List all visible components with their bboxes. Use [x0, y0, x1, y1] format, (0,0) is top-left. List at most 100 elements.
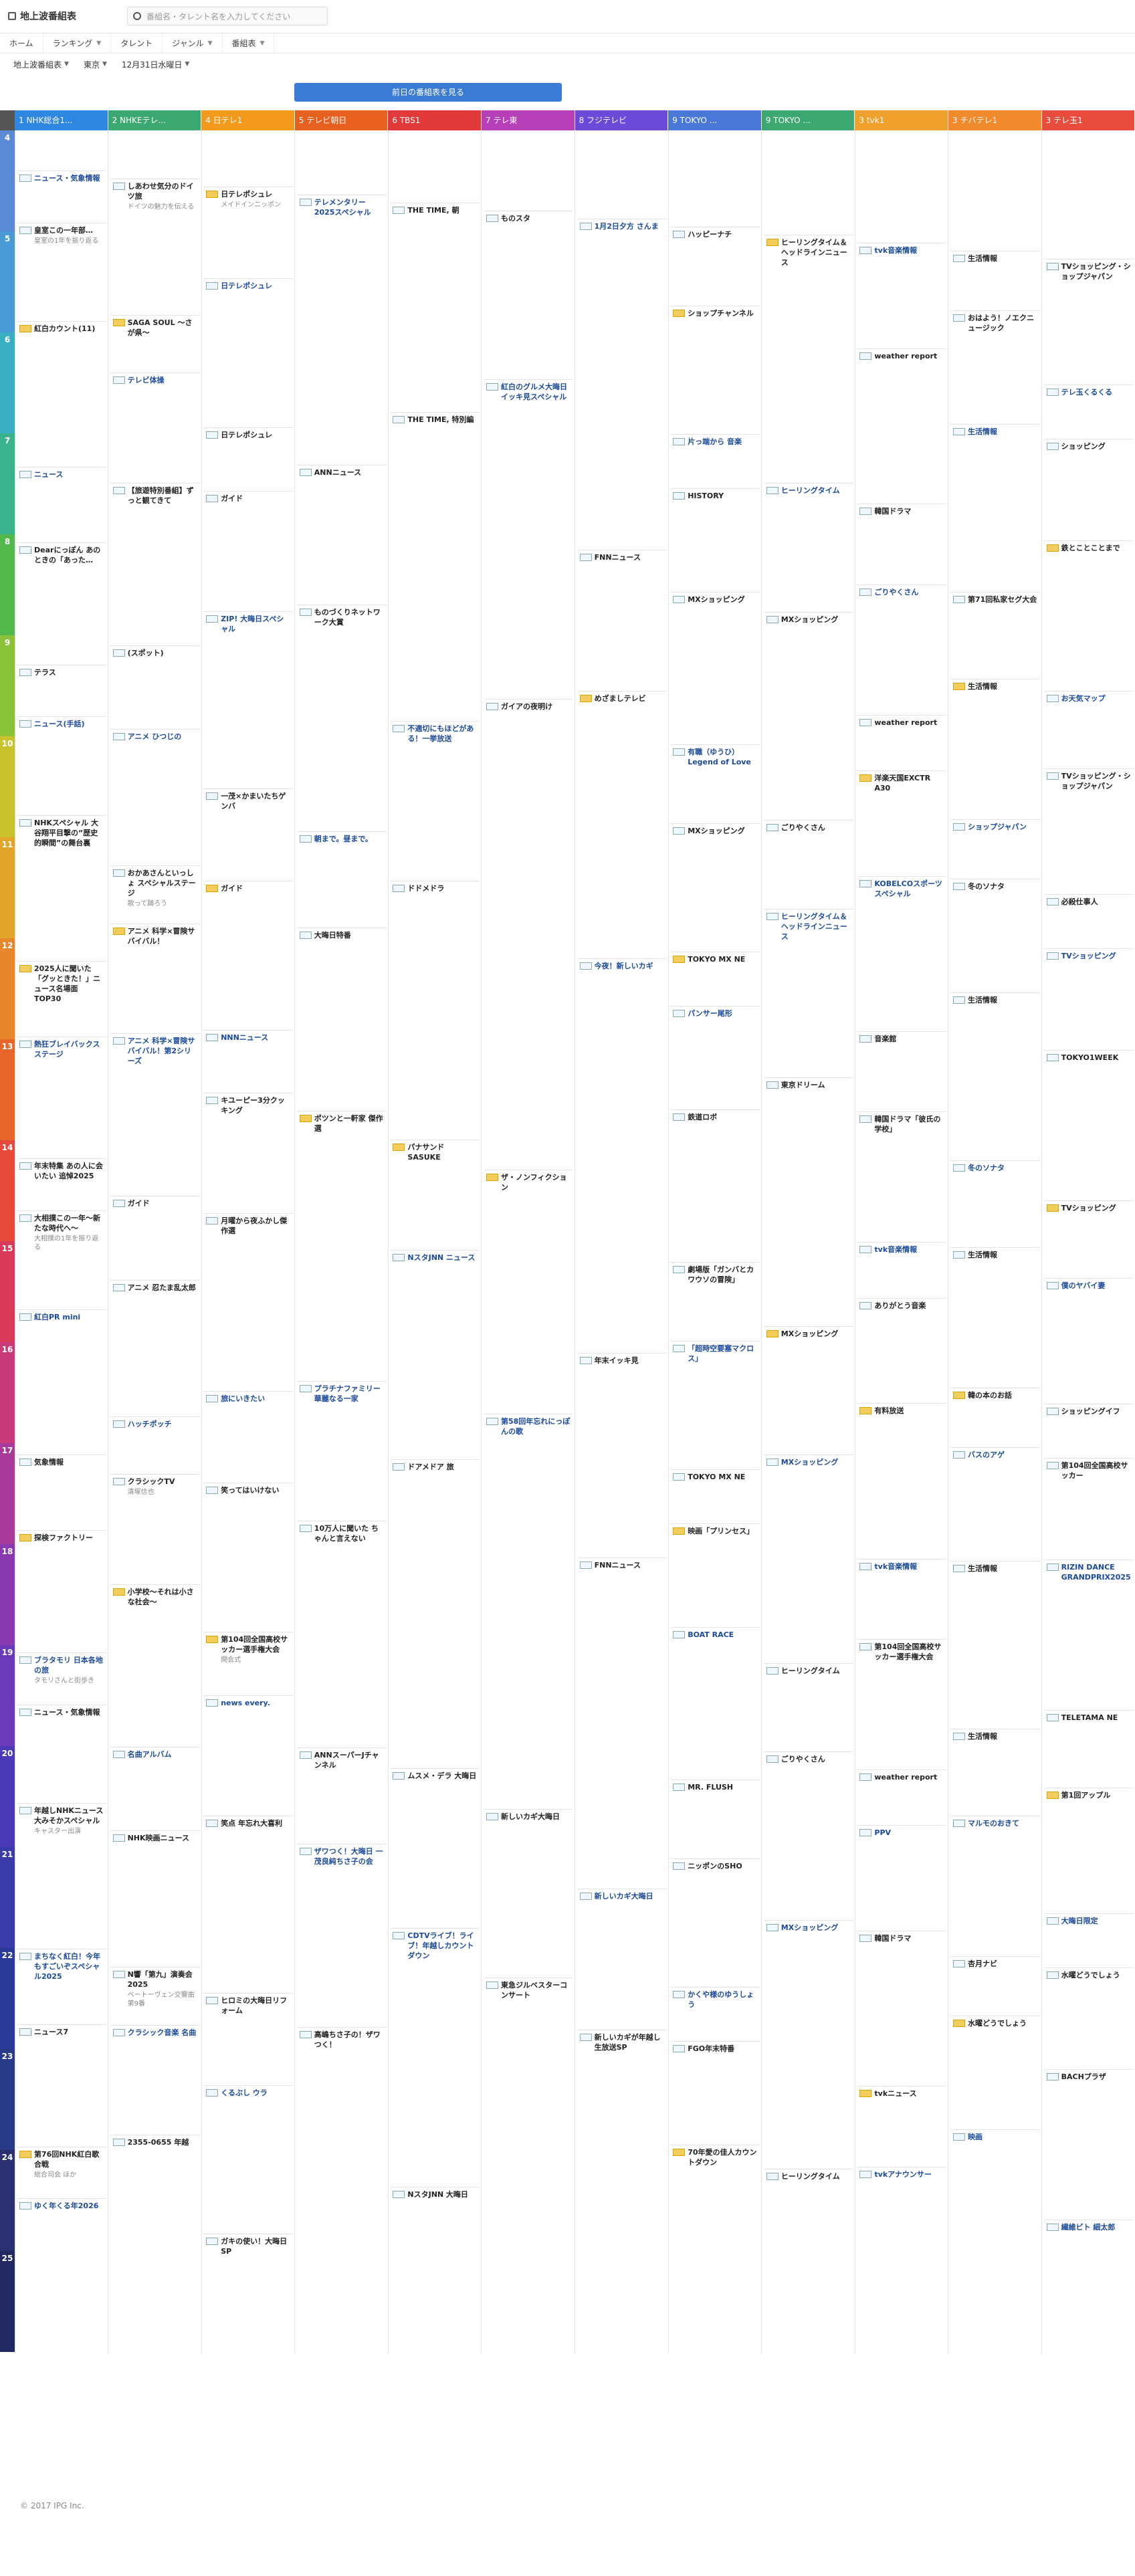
program-cell[interactable]: 新しいカギ大晦日	[484, 1809, 573, 1977]
program-cell[interactable]: ゆく年くる年2026	[17, 2198, 106, 2297]
program-cell[interactable]: ドドメドラ	[390, 880, 480, 1140]
program-cell[interactable]: 笑ってはいけない	[203, 1483, 294, 1632]
program-cell[interactable]: 月曜から夜ふかし傑作選	[203, 1213, 294, 1390]
program-cell[interactable]: ヒーリングタイム＆ヘッドラインニュース	[763, 235, 853, 483]
program-cell[interactable]: 大晦日限定	[1043, 1913, 1134, 1967]
program-cell[interactable]: HISTORY	[670, 488, 760, 592]
program-cell[interactable]: 紅白カウント(11)	[17, 321, 106, 467]
program-cell[interactable]: ものづくりネットワーク大賞	[296, 604, 387, 831]
program-cell[interactable]: お天気マップ	[1043, 690, 1134, 768]
site-logo[interactable]: 地上波番組表	[8, 9, 76, 23]
program-cell[interactable]: tvkニュース	[857, 2086, 947, 2166]
program-cell[interactable]: 生活情報	[950, 678, 1040, 819]
program-cell[interactable]: (スポット)	[110, 645, 200, 730]
program-cell[interactable]: 韓国ドラマ	[857, 1931, 947, 2086]
program-cell[interactable]: かくや様のゆうしょう	[670, 1986, 760, 2041]
nav-item[interactable]: 番組表 ▼	[223, 33, 275, 53]
program-cell[interactable]: BACHプラザ	[1043, 2069, 1134, 2220]
program-cell[interactable]: 有職（ゆうひ）Legend of Love	[670, 744, 760, 823]
program-cell[interactable]: 水曜どうでしょう	[950, 2016, 1040, 2129]
program-cell[interactable]: weather report	[857, 348, 947, 504]
program-cell[interactable]: 気象情報	[17, 1455, 106, 1530]
program-cell[interactable]: THE TIME, 朝	[390, 203, 480, 412]
program-cell[interactable]: 年末特集 あの人に会いたい 追悼2025	[17, 1158, 106, 1210]
program-cell[interactable]: プラチナファミリー 華麗なる一家	[296, 1380, 387, 1521]
program-cell[interactable]: 紅白のグルメ大晦日イッキ見スペシャル	[484, 379, 573, 699]
program-cell[interactable]: くるぶし ウラ	[203, 2084, 294, 2234]
program-cell[interactable]: 年越しNHKニュース大みそかスペシャル キャスター出演	[17, 1803, 106, 1949]
nav-item[interactable]: ジャンル ▼	[163, 33, 223, 53]
program-cell[interactable]: 音楽館	[857, 1031, 947, 1111]
program-cell[interactable]: 生活情報	[950, 992, 1040, 1160]
program-cell[interactable]: MXショッピング	[763, 611, 853, 821]
program-cell[interactable]: 冬のソナタ	[950, 1160, 1040, 1247]
program-cell[interactable]: SAGA SOUL 〜さが県〜	[110, 314, 200, 373]
prev-day-button[interactable]: 前日の番組表を見る	[294, 83, 562, 102]
program-cell[interactable]: THE TIME, 特別編	[390, 412, 480, 721]
program-cell[interactable]: TVショッピング	[1043, 948, 1134, 1050]
channel-header-cell[interactable]: 6 TBS1	[388, 110, 481, 130]
program-cell[interactable]: tvk音楽情報	[857, 1242, 947, 1297]
program-cell[interactable]: しあわせ気分のドイツ旅 ドイツの魅力を伝える	[110, 179, 200, 315]
program-cell[interactable]: マルモのおきて	[950, 1815, 1040, 1956]
program-cell[interactable]: KOBELCOスポーツスペシャル	[857, 875, 947, 1031]
program-cell[interactable]: MR. FLUSH	[670, 1780, 760, 1858]
program-cell[interactable]: ありがとう音楽	[857, 1297, 947, 1404]
program-cell[interactable]: 不適切にもほどがある！一挙放送	[390, 720, 480, 881]
program-cell[interactable]: ポツンと一軒家 傑作選	[296, 1111, 387, 1381]
program-cell[interactable]: テレビ体操	[110, 372, 200, 483]
program-cell[interactable]: 生活情報	[950, 424, 1040, 592]
program-cell[interactable]: ニュース7	[17, 2024, 106, 2147]
channel-header-cell[interactable]: 4 日テレ1	[201, 110, 294, 130]
program-cell[interactable]: ヒーリングタイム	[763, 1662, 853, 1752]
channel-header-cell[interactable]: 8 フジテレビ	[575, 110, 668, 130]
program-cell[interactable]: ザワつく！大晦日 一茂良純ちさ子の会	[296, 1844, 387, 2027]
program-cell[interactable]: 旅にいきたい	[203, 1390, 294, 1483]
program-cell[interactable]: 鉄とことことまで	[1043, 540, 1134, 691]
program-cell[interactable]: 第58回年忘れにっぽんの歌	[484, 1414, 573, 1809]
program-cell[interactable]: キユーピー3分クッキング	[203, 1093, 294, 1213]
program-cell[interactable]: ハッピーナチ	[670, 227, 760, 306]
program-cell[interactable]: 大相撲この一年〜新たな時代へ〜 大相撲の1年を振り返る	[17, 1210, 106, 1309]
program-cell[interactable]: 皇室この一年部… 皇室の1年を振り返る	[17, 222, 106, 322]
program-cell[interactable]: ヒーリングタイム	[763, 483, 853, 611]
program-cell[interactable]: TOKYO MX NE	[670, 1469, 760, 1523]
program-cell[interactable]: 韓国ドラマ	[857, 504, 947, 584]
program-cell[interactable]: 韓の本のお話	[950, 1388, 1040, 1447]
program-cell[interactable]: 映画「プリンセス」	[670, 1523, 760, 1627]
program-cell[interactable]: NHK映画ニュース	[110, 1830, 200, 1967]
program-cell[interactable]: ムスメ・デラ 大晦日	[390, 1767, 480, 1928]
program-cell[interactable]: TVショッピング	[1043, 1200, 1134, 1278]
program-cell[interactable]: ヒーリングタイム＆ヘッドラインニュース	[763, 909, 853, 1077]
program-cell[interactable]: TOKYO MX NE	[670, 951, 760, 1006]
program-cell[interactable]: 新しいカギが年越し生放送SP	[577, 2029, 667, 2297]
program-cell[interactable]: 年末イッキ見	[577, 1353, 667, 1558]
program-cell[interactable]: ガイド	[203, 490, 294, 611]
program-cell[interactable]: NスタJNN 大晦日	[390, 2187, 480, 2297]
program-cell[interactable]: MXショッピング	[763, 1920, 853, 2168]
program-cell[interactable]: 片っ端から 音楽	[670, 433, 760, 488]
program-cell[interactable]: 熱狂ブレイバックス ステージ	[17, 1036, 106, 1159]
channel-header-cell[interactable]: 9 TOKYO ...	[668, 110, 761, 130]
date-select[interactable]: 12月31日水曜日 ▼	[122, 59, 189, 70]
program-cell[interactable]: RIZIN DANCE GRANDPRIX2025	[1043, 1560, 1134, 1710]
program-cell[interactable]: TOKYO1WEEK	[1043, 1050, 1134, 1200]
program-cell[interactable]: tvkアナウンサー	[857, 2166, 947, 2297]
program-cell[interactable]: 東京ドリーム	[763, 1077, 853, 1325]
program-cell[interactable]: テラス	[17, 664, 106, 717]
program-cell[interactable]: 2355-0655 年越	[110, 2135, 200, 2297]
program-cell[interactable]: ガイド	[110, 1196, 200, 1280]
program-cell[interactable]: 生活情報	[950, 1247, 1040, 1388]
program-cell[interactable]: ごりやくさん	[857, 584, 947, 715]
program-cell[interactable]: 新しいカギ大晦日	[577, 1888, 667, 2030]
program-cell[interactable]: MXショッピング	[670, 591, 760, 744]
program-cell[interactable]: 朝まで。昼まで。	[296, 831, 387, 928]
program-cell[interactable]: クラシック音楽 名曲	[110, 2024, 200, 2135]
program-cell[interactable]: BOAT RACE	[670, 1626, 760, 1780]
program-cell[interactable]: ニッポンのSHO	[670, 1858, 760, 1986]
program-cell[interactable]: 水曜どうでしょう	[1043, 1967, 1134, 2069]
program-cell[interactable]: テレメンタリー2025スペシャル	[296, 195, 387, 465]
program-cell[interactable]: ニュース・気象情報	[17, 171, 106, 223]
program-cell[interactable]: 笑点 年忘れ大喜利	[203, 1815, 294, 1993]
program-cell[interactable]: ショッピングイフ	[1043, 1404, 1134, 1457]
